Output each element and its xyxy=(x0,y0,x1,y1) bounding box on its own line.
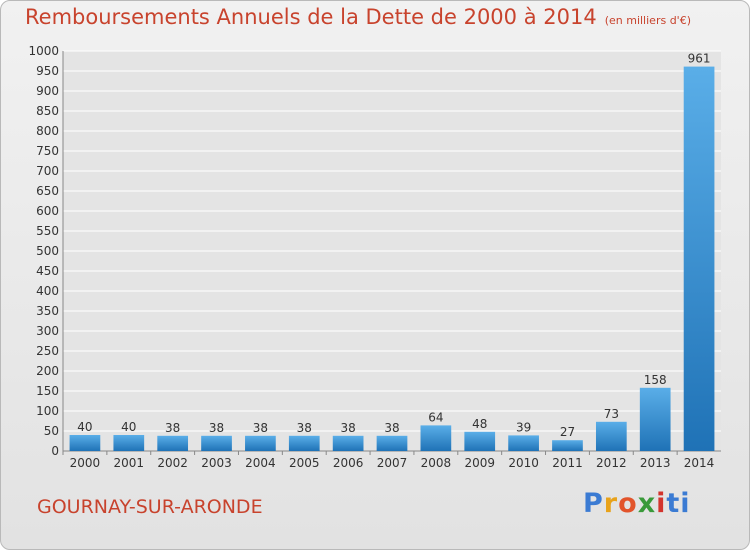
logo-letter: x xyxy=(637,488,657,519)
bar-value-label: 40 xyxy=(77,420,92,434)
bar-value-label: 38 xyxy=(209,421,224,435)
bar-value-label: 38 xyxy=(253,421,268,435)
logo-letter: i xyxy=(656,488,667,519)
bar xyxy=(595,421,627,451)
y-tick-label: 1000 xyxy=(28,44,59,58)
bar-value-label: 38 xyxy=(384,421,399,435)
y-tick-label: 400 xyxy=(36,284,59,298)
y-tick-label: 0 xyxy=(51,444,59,458)
logo-letter: o xyxy=(618,488,638,519)
y-tick-label: 300 xyxy=(36,324,59,338)
bar xyxy=(113,435,145,451)
bar xyxy=(508,435,539,451)
x-tick-label: 2011 xyxy=(552,456,583,470)
y-tick-label: 450 xyxy=(36,264,59,278)
title-text: Remboursements Annuels de la Dette de 20… xyxy=(25,5,597,29)
x-tick-label: 2003 xyxy=(201,456,232,470)
bar xyxy=(332,435,364,451)
x-tick-label: 2009 xyxy=(464,456,495,470)
bar xyxy=(69,435,101,451)
bar xyxy=(420,425,452,451)
bar xyxy=(245,435,276,451)
bar xyxy=(552,440,583,451)
x-tick-label: 2001 xyxy=(114,456,145,470)
x-tick-label: 2008 xyxy=(421,456,452,470)
x-tick-label: 2007 xyxy=(377,456,408,470)
x-tick-label: 2014 xyxy=(684,456,715,470)
bar xyxy=(464,431,496,451)
commune-name: GOURNAY-SUR-ARONDE xyxy=(37,496,263,518)
y-tick-label: 200 xyxy=(36,364,59,378)
bar xyxy=(201,435,232,451)
y-tick-label: 950 xyxy=(36,64,59,78)
bar xyxy=(639,387,671,451)
y-tick-label: 700 xyxy=(36,164,59,178)
x-tick-label: 2005 xyxy=(289,456,320,470)
y-tick-label: 800 xyxy=(36,124,59,138)
bar-value-label: 48 xyxy=(472,417,487,431)
y-tick-label: 50 xyxy=(44,424,59,438)
bar-value-label: 961 xyxy=(688,52,711,66)
logo-letter: ti xyxy=(666,488,691,519)
chart-title: Remboursements Annuels de la Dette de 20… xyxy=(25,5,691,29)
bar-value-label: 158 xyxy=(644,373,667,387)
y-tick-label: 900 xyxy=(36,84,59,98)
logo-letter: r xyxy=(603,488,619,519)
y-tick-label: 250 xyxy=(36,344,59,358)
bar-value-label: 38 xyxy=(165,421,180,435)
y-tick-label: 350 xyxy=(36,304,59,318)
bar-value-label: 64 xyxy=(428,410,443,424)
x-tick-label: 2002 xyxy=(157,456,188,470)
y-tick-label: 850 xyxy=(36,104,59,118)
bar-value-label: 27 xyxy=(560,425,575,439)
x-tick-label: 2013 xyxy=(640,456,671,470)
bar xyxy=(376,435,408,451)
bar-value-label: 39 xyxy=(516,420,531,434)
unit-label: (en milliers d'€) xyxy=(604,14,691,27)
x-tick-label: 2004 xyxy=(245,456,276,470)
bar-value-label: 38 xyxy=(297,421,312,435)
bar-value-label: 73 xyxy=(604,407,619,421)
bar xyxy=(288,435,320,451)
x-tick-label: 2006 xyxy=(333,456,364,470)
x-tick-label: 2000 xyxy=(70,456,101,470)
proxiti-logo: Proxiti xyxy=(583,488,691,519)
x-tick-label: 2010 xyxy=(508,456,539,470)
y-tick-label: 150 xyxy=(36,384,59,398)
bar xyxy=(683,66,715,451)
y-tick-label: 550 xyxy=(36,224,59,238)
y-tick-label: 750 xyxy=(36,144,59,158)
y-tick-label: 650 xyxy=(36,184,59,198)
y-tick-label: 500 xyxy=(36,244,59,258)
bar-value-label: 38 xyxy=(340,421,355,435)
x-tick-label: 2012 xyxy=(596,456,627,470)
y-tick-label: 100 xyxy=(36,404,59,418)
bar xyxy=(157,435,189,451)
bar-value-label: 40 xyxy=(121,420,136,434)
logo-letter: P xyxy=(583,488,604,519)
y-tick-label: 600 xyxy=(36,204,59,218)
